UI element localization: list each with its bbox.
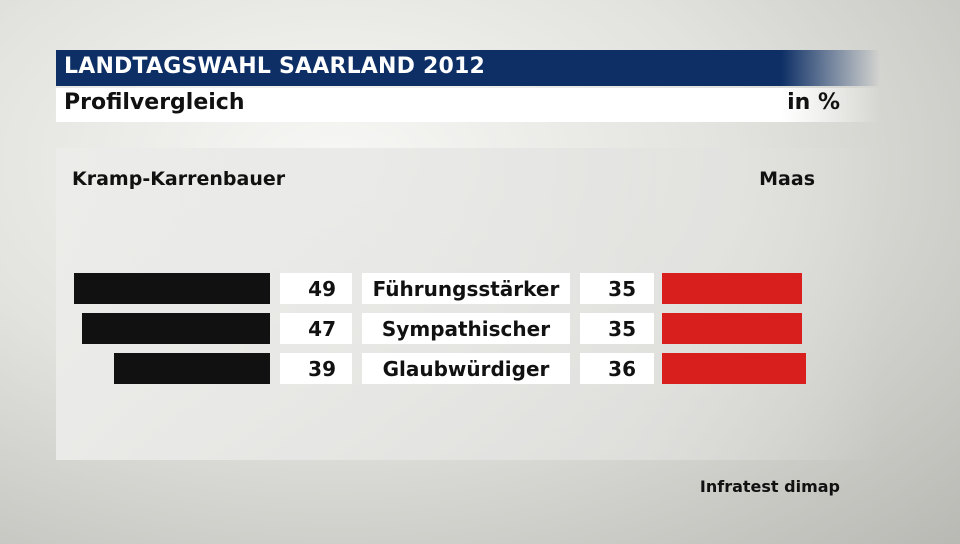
value-box-left <box>280 313 352 344</box>
value-box-left <box>280 273 352 304</box>
category-label: Sympathischer <box>382 317 550 341</box>
value-label-left: 47 <box>308 317 336 341</box>
value-box-right <box>580 273 654 304</box>
chart-subtitle: Profilvergleich <box>64 90 245 115</box>
bar-right <box>662 313 802 344</box>
value-label-right: 35 <box>608 277 636 301</box>
category-box <box>362 353 570 384</box>
category-box <box>362 273 570 304</box>
value-box-right <box>580 353 654 384</box>
chart-title: LANDTAGSWAHL SAARLAND 2012 <box>64 54 485 79</box>
source-label: Infratest dimap <box>699 477 840 496</box>
bar-right <box>662 273 802 304</box>
value-label-right: 36 <box>608 357 636 381</box>
unit-label: in % <box>787 90 840 115</box>
category-box <box>362 313 570 344</box>
bar-left <box>74 273 270 304</box>
title-bar: LANDTAGSWAHL SAARLAND 2012 <box>56 50 880 86</box>
value-label-left: 39 <box>308 357 336 381</box>
category-label: Glaubwürdiger <box>383 357 550 381</box>
value-label-left: 49 <box>308 277 336 301</box>
series-label-left: Kramp-Karrenbauer <box>72 168 286 190</box>
bar-left <box>114 353 270 384</box>
bar-right <box>662 353 806 384</box>
value-box-left <box>280 353 352 384</box>
value-label-right: 35 <box>608 317 636 341</box>
bar-left <box>82 313 270 344</box>
value-box-right <box>580 313 654 344</box>
series-label-right: Maas <box>759 168 815 190</box>
subtitle-bar: Profilvergleich in % <box>56 88 880 122</box>
category-label: Führungsstärker <box>373 277 560 301</box>
